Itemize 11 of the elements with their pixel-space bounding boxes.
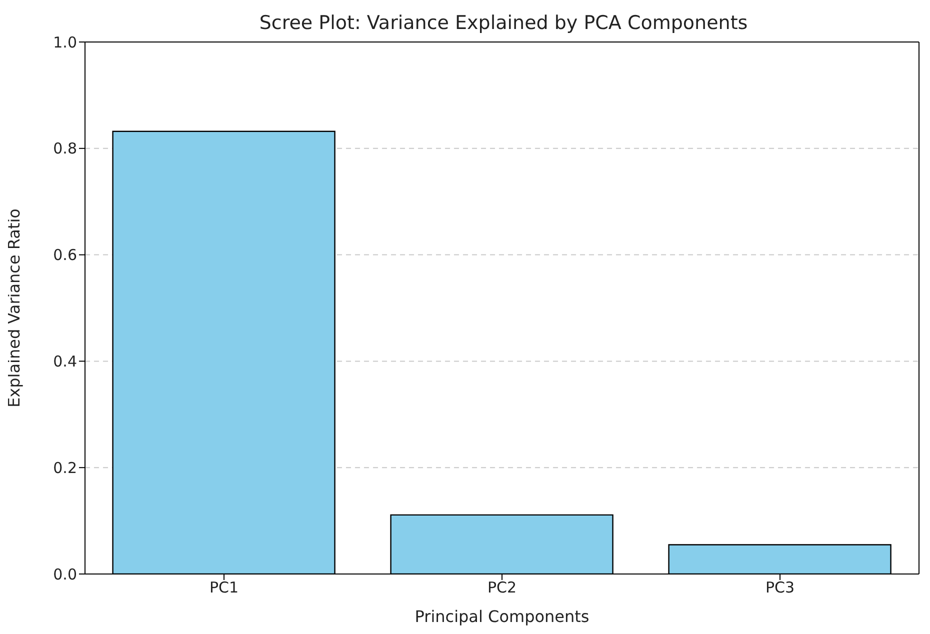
chart-title: Scree Plot: Variance Explained by PCA Components — [258, 12, 749, 34]
x-tick-label: PC1 — [209, 578, 239, 597]
x-axis-title: Principal Components — [414, 607, 590, 626]
x-tick-label: PC3 — [765, 578, 795, 597]
y-tick-label: 1.0 — [53, 33, 77, 52]
y-tick-label: 0.0 — [53, 565, 77, 584]
y-tick-label: 0.4 — [53, 352, 77, 371]
y-tick-label: 0.6 — [53, 246, 77, 264]
x-tick-label: PC2 — [487, 578, 517, 597]
y-tick-label: 0.8 — [53, 140, 77, 158]
y-tick-label: 0.2 — [53, 458, 77, 477]
